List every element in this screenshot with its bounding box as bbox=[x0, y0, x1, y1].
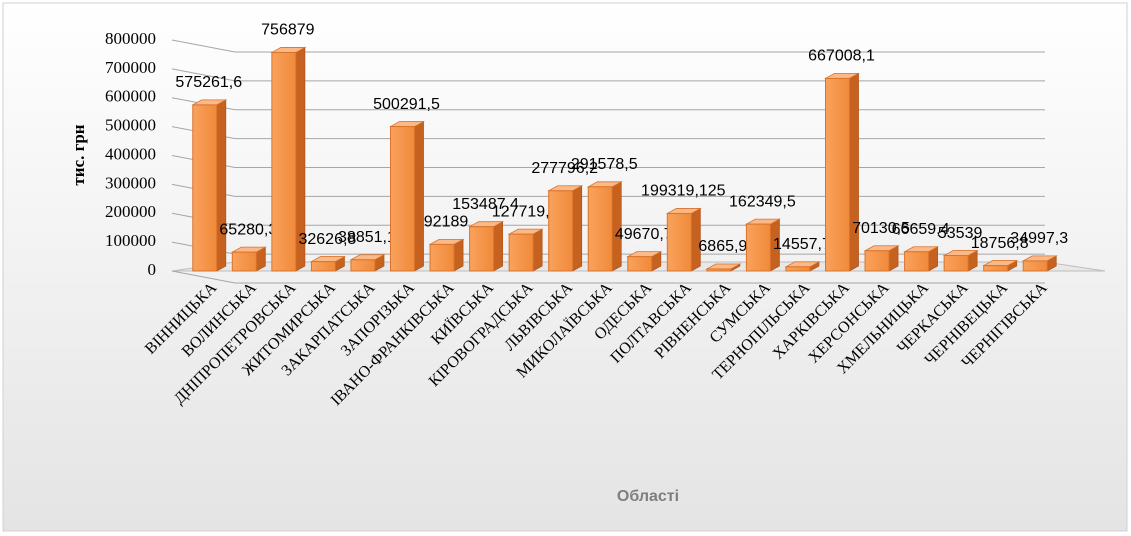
data-label: 53539 bbox=[938, 225, 983, 242]
data-label: 667008,1 bbox=[808, 48, 875, 65]
bar bbox=[745, 223, 771, 272]
data-label: 66659,4 bbox=[892, 221, 950, 238]
y-tick-label: 200000 bbox=[105, 202, 156, 221]
bar bbox=[785, 266, 811, 272]
data-label: 92189 bbox=[424, 214, 469, 231]
y-tick-label: 100000 bbox=[105, 231, 156, 250]
bar bbox=[666, 212, 692, 272]
bar-side bbox=[216, 99, 227, 272]
data-label: 49670,7 bbox=[615, 226, 673, 243]
bar bbox=[825, 77, 850, 272]
grid-line bbox=[171, 97, 1045, 111]
bar bbox=[904, 251, 930, 272]
data-label: 277796,2 bbox=[531, 160, 598, 177]
bar bbox=[627, 256, 653, 272]
bar bbox=[864, 250, 890, 272]
bar bbox=[429, 243, 455, 272]
data-label: 162349,5 bbox=[729, 193, 796, 210]
data-label: 38851,1 bbox=[338, 229, 396, 246]
bar bbox=[1022, 260, 1048, 272]
bar-side bbox=[532, 228, 543, 272]
bar-side bbox=[849, 72, 859, 272]
y-tick-label: 300000 bbox=[105, 173, 156, 192]
y-tick-label: 800000 bbox=[105, 29, 156, 48]
bar bbox=[192, 104, 218, 272]
data-label: 6865,9 bbox=[698, 238, 747, 255]
bar-side bbox=[493, 221, 503, 272]
bar bbox=[548, 190, 574, 272]
bar bbox=[469, 226, 495, 272]
data-label: 127719,1 bbox=[492, 203, 559, 220]
grid-line bbox=[171, 39, 1045, 53]
y-axis-title: тис. грн bbox=[69, 124, 88, 185]
bar bbox=[350, 259, 376, 272]
data-label: 70130,5 bbox=[852, 220, 910, 237]
bar bbox=[231, 251, 257, 272]
bar bbox=[508, 233, 534, 272]
y-tick-label: 700000 bbox=[105, 58, 156, 77]
data-label: 500291,5 bbox=[373, 96, 440, 113]
data-label: 32626,8 bbox=[298, 231, 356, 248]
bar bbox=[983, 265, 1009, 272]
x-axis-title: Області bbox=[617, 488, 679, 505]
data-label: 199319,125 bbox=[641, 183, 726, 200]
bar bbox=[390, 126, 415, 272]
grid-line bbox=[171, 68, 1045, 82]
data-label: 14557,7 bbox=[773, 236, 831, 253]
bar bbox=[310, 261, 336, 272]
grid-line bbox=[171, 270, 1045, 284]
data-label: 153487,4 bbox=[452, 196, 519, 213]
bar bbox=[706, 268, 732, 272]
bar-side bbox=[572, 185, 583, 272]
data-label: 756879 bbox=[261, 22, 314, 39]
bar bbox=[943, 255, 969, 272]
y-tick-label: 400000 bbox=[105, 144, 156, 163]
y-tick-label: 0 bbox=[148, 260, 157, 279]
data-label: 65280,3 bbox=[219, 221, 277, 238]
bar bbox=[587, 186, 613, 272]
bar-side bbox=[453, 238, 464, 272]
data-label: 18756,8 bbox=[971, 235, 1029, 252]
y-tick-label: 500000 bbox=[105, 116, 156, 135]
data-label: 34997,3 bbox=[1010, 230, 1068, 247]
y-tick-label: 600000 bbox=[105, 87, 156, 106]
bar-side bbox=[414, 120, 424, 272]
data-label: 575261,6 bbox=[175, 74, 242, 91]
data-label: 291578,5 bbox=[571, 156, 638, 173]
bar bbox=[271, 51, 297, 272]
